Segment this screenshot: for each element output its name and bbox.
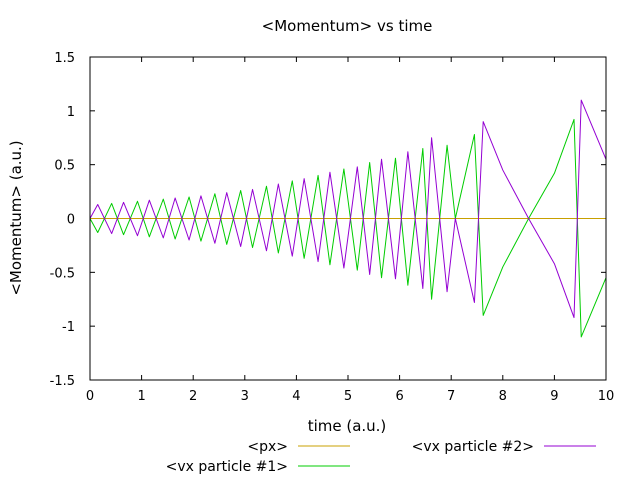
y-tick-label: 1 [67, 105, 75, 120]
x-tick-label: 6 [395, 389, 403, 404]
chart-title: <Momentum> vs time [262, 17, 433, 35]
x-tick-label: 10 [598, 389, 615, 404]
x-tick-label: 5 [344, 389, 352, 404]
x-tick-label: 1 [137, 389, 145, 404]
x-tick-label: 7 [447, 389, 455, 404]
y-tick-label: 0.5 [54, 159, 75, 174]
x-axis-label: time (a.u.) [308, 417, 387, 435]
series-particle-1-line [89, 118, 607, 338]
legend-label-particle-2: <vx particle #2> [412, 439, 534, 455]
legend-label-particle-1: <vx particle #1> [166, 459, 288, 475]
y-tick-label: 0 [67, 213, 75, 228]
y-tick-label: -1.5 [50, 374, 75, 389]
y-tick-label: -1 [62, 320, 75, 335]
tick-layer: 0 1 2 3 4 5 6 7 8 9 10 -1.5 -1 -0.5 0 0.5 1 1.5 [50, 51, 615, 404]
series-particle-2-line [89, 99, 607, 319]
y-axis-label: <Momentum> (a.u.) [7, 140, 25, 295]
y-tick-label: -0.5 [50, 266, 75, 281]
x-tick-label: 8 [499, 389, 507, 404]
x-tick-label: 2 [189, 389, 197, 404]
x-tick-label: 0 [86, 389, 94, 404]
x-tick-label: 3 [241, 389, 249, 404]
series-layer [89, 99, 607, 338]
x-tick-label: 9 [550, 389, 558, 404]
x-tick-label: 4 [292, 389, 300, 404]
plot-frame [89, 56, 607, 381]
legend: <px> <vx particle #1> <vx particle #2> [166, 439, 596, 475]
y-tick-label: 1.5 [54, 51, 75, 66]
legend-label-px: <px> [247, 439, 288, 455]
